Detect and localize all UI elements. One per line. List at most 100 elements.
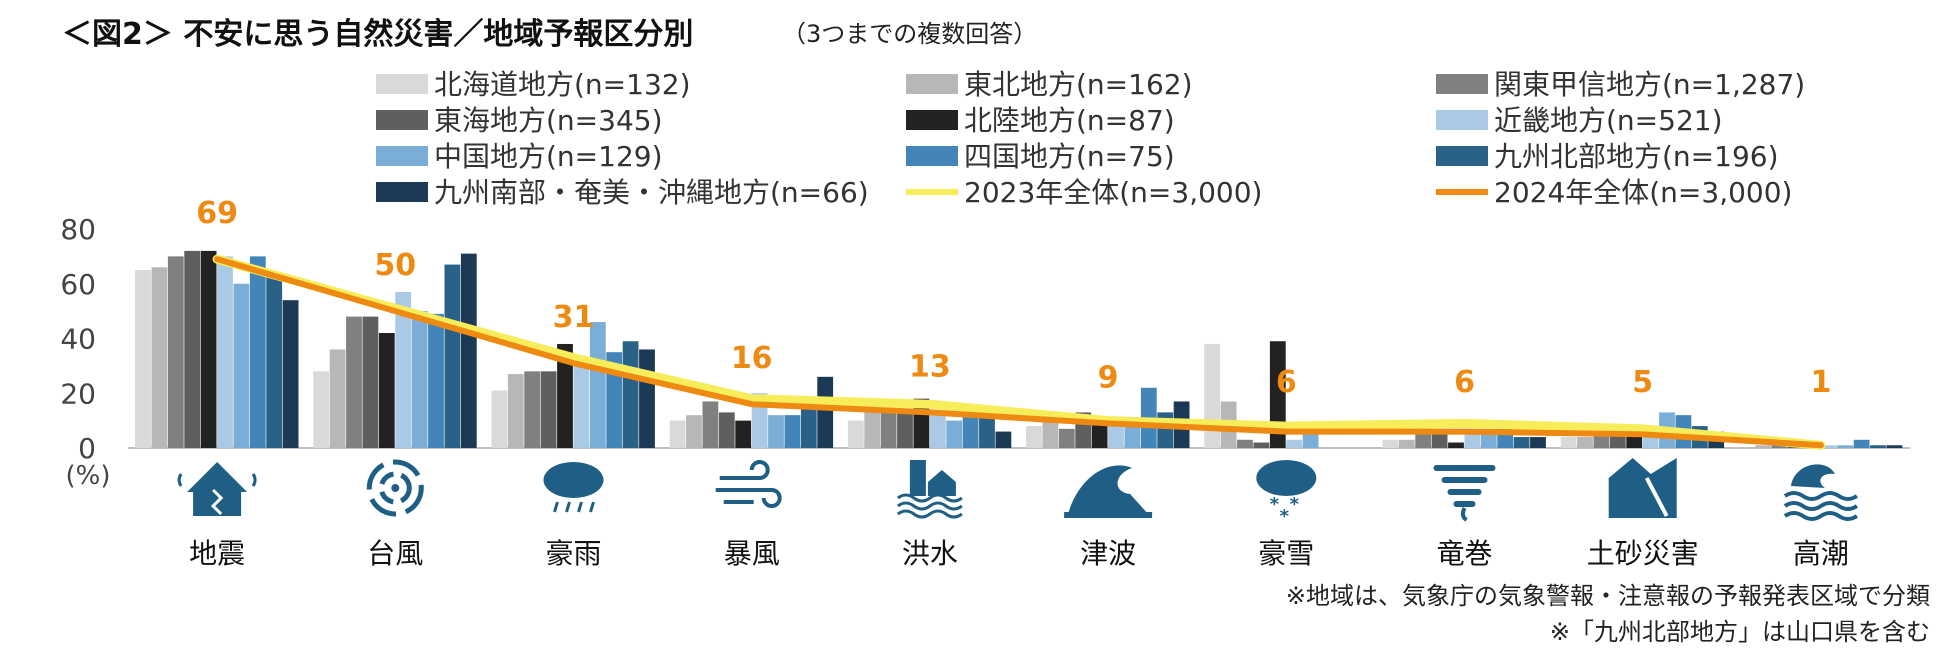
bar-6-3 (1253, 442, 1270, 448)
swirl-inner (378, 471, 412, 505)
tsunami-ground (1064, 512, 1153, 518)
bar-1-2 (346, 316, 362, 448)
bar-7-9 (1530, 437, 1546, 448)
data-label-9: 1 (1810, 365, 1831, 400)
crack-line (210, 488, 224, 516)
snowflake-0: * (1270, 494, 1280, 515)
bar-0-0 (135, 270, 151, 448)
bar-7-1 (1398, 439, 1415, 448)
bar-0-5 (217, 256, 233, 448)
bar-2-5 (573, 363, 590, 448)
storm-surge-icon (1783, 464, 1859, 521)
bar-1-9 (460, 253, 477, 448)
data-label-7: 6 (1454, 365, 1475, 400)
bar-8-3 (1609, 434, 1626, 448)
bar-4-0 (847, 420, 864, 448)
data-label-0: 69 (196, 196, 238, 231)
wind-line-1 (719, 460, 770, 480)
wind-line-2 (715, 488, 782, 508)
legend-label-0: 北海道地方(n=132) (434, 68, 691, 101)
bar-4-1 (864, 412, 881, 448)
tornado-icon (1433, 465, 1496, 522)
windstorm-icon (715, 460, 782, 508)
bar-3-9 (817, 376, 834, 448)
bar-1-5 (395, 291, 412, 448)
legend-swatch-1 (906, 74, 958, 94)
bar-5-6 (1124, 426, 1141, 448)
y-axis-unit: (%) (66, 461, 111, 491)
legend-swatch-2 (1436, 74, 1488, 94)
bar-5-4 (1091, 423, 1108, 448)
y-tick-1: 20 (60, 377, 96, 410)
y-tick-3: 60 (60, 268, 96, 301)
bar-4-9 (995, 431, 1012, 448)
bar-7-4 (1448, 442, 1464, 448)
water-wave-2 (897, 509, 963, 519)
chart-title: ＜図2＞ 不安に思う自然災害／地域予報区分別 (62, 17, 693, 52)
category-label-6: 豪雪 (1258, 537, 1314, 570)
data-label-6: 6 (1276, 365, 1297, 400)
bar-3-8 (800, 401, 817, 448)
legend-label-11: 2024年全体(n=3,000) (1494, 176, 1792, 209)
legend-label-4: 北陸地方(n=87) (964, 104, 1175, 137)
bar-2-8 (622, 341, 639, 448)
note-kyushu: ※「九州北部地方」は山口県を含む (1550, 618, 1930, 646)
tsunami-wave (1068, 465, 1149, 514)
bar-0-9 (282, 300, 299, 448)
mountain-shape (1608, 458, 1677, 518)
chart-subtitle: （3つまでの複数回答） (782, 20, 1037, 48)
bar-7-0 (1382, 439, 1399, 448)
category-labels: 地震 台風 豪雨 暴風 洪水 津波 豪雪 竜巻 土砂災害 高潮 (189, 537, 1849, 570)
flood-icon (897, 460, 963, 519)
bar-6-0 (1204, 343, 1221, 448)
bar-3-3 (718, 412, 735, 448)
surge-line-2 (1783, 511, 1859, 521)
legend-label-7: 四国地方(n=75) (964, 140, 1175, 173)
category-label-8: 土砂災害 (1587, 537, 1699, 570)
bar-5-2 (1058, 428, 1075, 448)
bar-9-8 (1870, 445, 1886, 448)
bar-1-3 (362, 316, 379, 448)
legend-swatch-4 (906, 110, 958, 130)
category-label-0: 地震 (189, 537, 245, 570)
rain-drop-3 (589, 501, 595, 513)
heavy-rain-icon (543, 462, 604, 513)
bar-9-1 (1755, 445, 1772, 448)
bar-2-3 (540, 371, 557, 448)
line-series-0 (212, 254, 1826, 450)
typhoon-icon (366, 459, 424, 517)
bar-4-5 (929, 412, 946, 448)
bar-0-8 (266, 272, 283, 448)
rain-drop-1 (565, 501, 571, 513)
category-label-7: 竜巻 (1436, 537, 1492, 570)
rain-drop-2 (577, 501, 583, 513)
bar-8-0 (1560, 437, 1577, 448)
legend-swatch-7 (906, 146, 958, 166)
bar-1-1 (329, 349, 346, 448)
swirl-outer (366, 459, 424, 517)
bar-0-1 (151, 267, 168, 448)
snowflake-2: * (1280, 506, 1290, 527)
bar-8-2 (1593, 434, 1610, 448)
snowflake-1: * (1290, 494, 1300, 515)
bar-8-1 (1577, 437, 1593, 448)
data-label-1: 50 (374, 248, 416, 283)
bar-1-8 (444, 264, 461, 448)
legend-label-2: 関東甲信地方(n=1,287) (1494, 68, 1805, 101)
legend-swatch-5 (1436, 110, 1488, 130)
legend-label-8: 九州北部地方(n=196) (1494, 140, 1779, 173)
bar-0-3 (184, 250, 201, 448)
bar-2-1 (507, 374, 524, 448)
bar-9-6 (1837, 445, 1854, 448)
bar-3-0 (669, 420, 686, 448)
slide-line (1644, 477, 1669, 517)
legend-swatch-6 (376, 146, 428, 166)
bar-2-0 (491, 390, 508, 448)
bar-1-4 (378, 333, 395, 448)
tornado-tail (1460, 507, 1468, 522)
bar-4-2 (880, 409, 897, 448)
data-label-4: 13 (909, 349, 951, 384)
line-series-1 (214, 256, 1824, 449)
bar-2-4 (557, 343, 573, 448)
y-tick-0: 0 (78, 432, 96, 465)
